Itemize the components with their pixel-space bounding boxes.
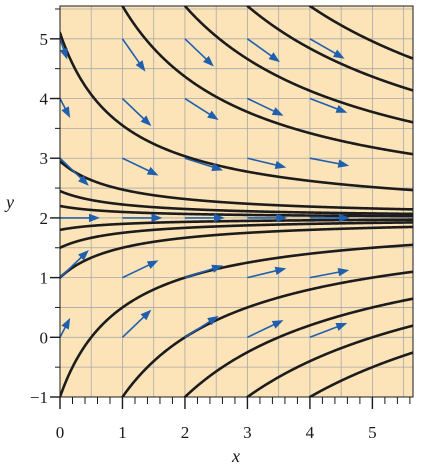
solution-curve [60,218,413,232]
vector-arrowhead [211,163,224,172]
direction-vector [122,157,154,174]
solution-curve [60,243,413,397]
direction-vector [121,97,148,123]
direction-vector [246,38,276,60]
plot-background [60,6,413,397]
x-tick-label: 0 [56,423,65,442]
direction-vector [184,266,218,279]
vector-arrowhead [335,323,348,331]
direction-vector [309,157,344,166]
direction-vector [309,38,340,57]
direction-vector [247,157,281,167]
direction-vector [184,38,211,63]
vector-arrowhead [274,266,287,275]
y-tick-label: 4 [40,90,49,109]
direction-vector [309,97,342,112]
solution-curve [308,6,413,60]
vector-arrowhead [271,320,284,329]
direction-vector [60,253,86,279]
vector-arrowhead [78,175,89,186]
vector-arrowhead [332,49,345,59]
solution-curve [308,351,413,397]
vector-arrowhead [140,115,152,127]
direction-vector [309,270,344,279]
direction-vector [247,268,281,279]
vector-arrowhead [207,315,219,326]
vector-arrowhead [146,166,159,176]
y-tick-label: 2 [40,209,49,228]
y-axis-label: y [4,192,14,212]
vector-arrowhead [337,268,350,277]
vector-arrowhead [140,309,152,321]
direction-vector [309,324,342,339]
direction-vector [184,97,215,118]
solution-curves [60,6,413,397]
vector-arrowhead [61,106,71,119]
vector-arrowhead [135,60,146,72]
axes: 0 1 2 3 4 5 −1 0 1 2 3 4 5 [30,8,411,442]
vector-arrowhead [89,213,100,223]
vector-arrowhead [146,260,159,269]
solution-curve [60,204,413,218]
vector-arrowhead [338,213,350,223]
vector-arrowhead [213,213,225,223]
vector-arrowhead [60,47,68,60]
x-tick-label: 4 [306,423,315,442]
direction-vector [247,97,279,114]
x-tick-label: 2 [181,423,190,442]
solution-curve [60,221,413,250]
solution-curve [246,324,413,397]
vector-arrowhead [271,107,284,116]
x-tick-label: 1 [118,423,127,442]
direction-vector [121,38,143,68]
direction-vector [60,157,86,183]
solution-curve [183,6,413,124]
vector-arrowhead [276,213,288,223]
vector-arrowhead [151,213,163,223]
x-axis-label: x [231,446,240,466]
direction-vector [184,157,218,170]
direction-vector [121,313,148,338]
solution-curve [60,159,413,211]
direction-vector [184,318,215,338]
solution-curve [121,270,413,397]
vector-arrowhead [274,160,287,170]
solution-curve [60,189,413,216]
solution-curve [60,31,413,192]
vector-arrowhead [211,264,224,273]
x-tick-label: 3 [243,423,252,442]
vector-arrowhead [61,317,71,330]
y-tick-label: 0 [40,328,49,347]
x-tick-label: 5 [368,423,377,442]
y-tick-label: −1 [30,388,48,407]
solution-curve [246,6,413,92]
vector-arrowhead [335,104,348,113]
direction-vector [247,321,279,339]
y-tick-label: 3 [40,149,49,168]
vector-arrowhead [203,55,214,67]
solution-curve [60,225,413,279]
direction-vectors [60,38,350,339]
vector-arrowhead [268,52,280,63]
vector-arrowhead [207,110,219,121]
solution-curve [121,6,413,156]
vector-arrowhead [78,249,89,261]
y-tick-label: 1 [40,269,49,288]
solution-curve [183,297,413,397]
plot-frame [59,5,414,398]
y-tick-label: 5 [40,30,49,49]
vector-arrowhead [337,159,350,168]
direction-vector [122,262,154,279]
